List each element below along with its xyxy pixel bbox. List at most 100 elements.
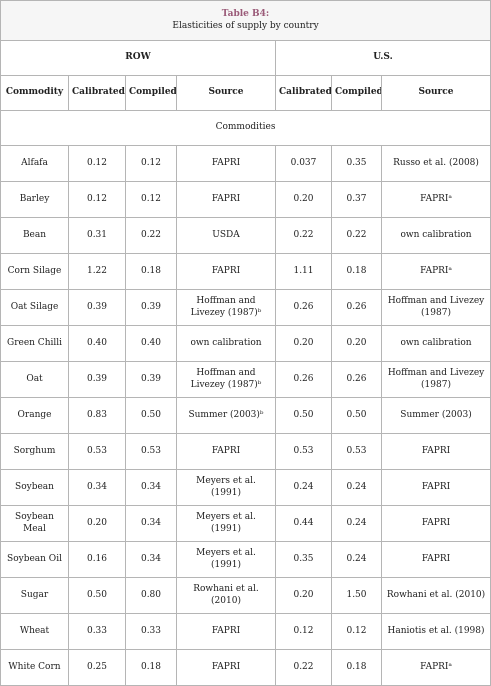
table-cell: Rowhani et al. (2010) (380, 577, 491, 614)
table-cell: Meyers et al. (1991) (176, 541, 276, 578)
table-cell: 0.53 (68, 433, 126, 470)
table-row: Sorghum 0.53 0.53 FAPRI 0.53 0.53 FAPRI (0, 433, 491, 470)
table-cell: Sugar (0, 577, 69, 614)
table-cell: Sorghum (0, 433, 69, 470)
table-cell: 0.18 (125, 253, 177, 290)
table-cell: FAPRIᵃ (380, 181, 491, 218)
table-cell: 0.44 (275, 505, 332, 542)
table-cell: 0.50 (125, 397, 177, 434)
table-cell: 0.24 (275, 469, 332, 506)
group-header: U.S. (274, 40, 491, 76)
section-header: Commodities (0, 110, 491, 146)
table-row: Alfafa 0.12 0.12 FAPRI 0.037 0.35 Russo et al.… (0, 145, 491, 182)
table-cell: 0.26 (275, 289, 332, 326)
table-cell: 0.40 (68, 325, 126, 362)
table-row: Oat Silage 0.39 0.39 Hoffman and Livezey (1… (0, 289, 491, 326)
table-cell: Haniotis et al. (1998) (380, 613, 491, 650)
table-cell: Soybean (0, 469, 69, 506)
table-cell: Hoffman and Livezey (1987)ᵇ (176, 361, 276, 398)
table-cell: 0.16 (68, 541, 126, 578)
table-cell: 0.25 (68, 649, 126, 686)
table-cell: Alfafa (0, 145, 69, 182)
table-cell: 0.33 (125, 613, 177, 650)
table-row: Corn Silage 1.22 0.18 FAPRI 1.11 0.18 FAPRIᵃ (0, 253, 491, 290)
table-cell: Meyers et al. (1991) (176, 469, 276, 506)
table-cell: 0.53 (275, 433, 332, 470)
table-cell: 0.34 (125, 469, 177, 506)
column-header: Commodity (0, 75, 69, 111)
table-row: Soybean Meal 0.20 0.34 Meyers et al. (1991)… (0, 505, 491, 542)
table-cell: 0.12 (68, 181, 126, 218)
table-cell: 0.26 (331, 289, 382, 326)
table-cell: 0.39 (125, 361, 177, 398)
table-cell: FAPRI (176, 145, 276, 182)
table-cell: FAPRI (176, 649, 276, 686)
table-cell: own calibration (380, 325, 491, 362)
table-cell: 0.20 (275, 325, 332, 362)
table-cell: Orange (0, 397, 69, 434)
table-cell: FAPRI (380, 469, 491, 506)
table-cell: 0.39 (68, 361, 126, 398)
table-cell: USDA (176, 217, 276, 254)
table-cell: Wheat (0, 613, 69, 650)
table-cell: Oat (0, 361, 69, 398)
column-header-row: Commodity Calibrated Compiled Source Calibra… (0, 75, 491, 111)
table-cell: Russo et al. (2008) (380, 145, 491, 182)
table-cell: 0.34 (125, 541, 177, 578)
table-cell: Bean (0, 217, 69, 254)
group-row: ROW U.S. (0, 40, 491, 76)
table-cell: Summer (2003) (380, 397, 491, 434)
table-cell: Summer (2003)ᵇ (176, 397, 276, 434)
table-cell: 0.34 (68, 469, 126, 506)
table-cell: Soybean Oil (0, 541, 69, 578)
table-cell: 0.22 (331, 217, 382, 254)
table-cell: FAPRI (380, 505, 491, 542)
table-cell: 0.39 (68, 289, 126, 326)
table-cell: 0.83 (68, 397, 126, 434)
table-cell: FAPRIᵃ (380, 649, 491, 686)
table-row: Barley 0.12 0.12 FAPRI 0.20 0.37 FAPRIᵃ (0, 181, 491, 218)
table-cell: 0.20 (275, 577, 332, 614)
table-cell: FAPRI (176, 181, 276, 218)
table-cell: Oat Silage (0, 289, 69, 326)
table-cell: own calibration (380, 217, 491, 254)
table-cell: 0.20 (68, 505, 126, 542)
table-cell: 0.20 (275, 181, 332, 218)
table-cell: 0.22 (125, 217, 177, 254)
table-cell: FAPRI (176, 433, 276, 470)
column-header: Compiled (125, 75, 177, 111)
column-header: Source (176, 75, 276, 111)
table-cell: 0.35 (331, 145, 382, 182)
table-cell: 0.34 (125, 505, 177, 542)
group-header: ROW (0, 40, 276, 76)
table-cell: 0.12 (125, 145, 177, 182)
table-cell: FAPRI (176, 613, 276, 650)
section-row: Commodities (0, 110, 491, 146)
table-cell: 1.11 (275, 253, 332, 290)
table-cell: 0.12 (331, 613, 382, 650)
table-label: Table B4: (221, 9, 270, 20)
table-row: White Corn 0.25 0.18 FAPRI 0.22 0.18 FAPRIᵃ (0, 649, 491, 686)
column-header: Source (380, 75, 491, 111)
table-cell: 0.18 (331, 253, 382, 290)
table-cell: 0.12 (275, 613, 332, 650)
table-cell: Hoffman and Livezey (1987)ᵇ (176, 289, 276, 326)
table-cell: 0.20 (331, 325, 382, 362)
table-cell: 0.037 (275, 145, 332, 182)
table-cell: 0.22 (275, 649, 332, 686)
table-cell: Hoffman and Livezey (1987) (380, 361, 491, 398)
title-cell: Table B4: Elasticities of supply by coun… (0, 0, 491, 41)
table-cell: Green Chilli (0, 325, 69, 362)
table-cell: 0.18 (331, 649, 382, 686)
table-cell: 0.18 (125, 649, 177, 686)
table-cell: White Corn (0, 649, 69, 686)
column-header: Calibrated (275, 75, 332, 111)
table-cell: 0.50 (275, 397, 332, 434)
table-cell: 0.26 (275, 361, 332, 398)
table-cell: 0.50 (331, 397, 382, 434)
table-row: Sugar 0.50 0.80 Rowhani et al. (2010) 0.20 1.… (0, 577, 491, 614)
table-cell: Meyers et al. (1991) (176, 505, 276, 542)
table-cell: 0.39 (125, 289, 177, 326)
